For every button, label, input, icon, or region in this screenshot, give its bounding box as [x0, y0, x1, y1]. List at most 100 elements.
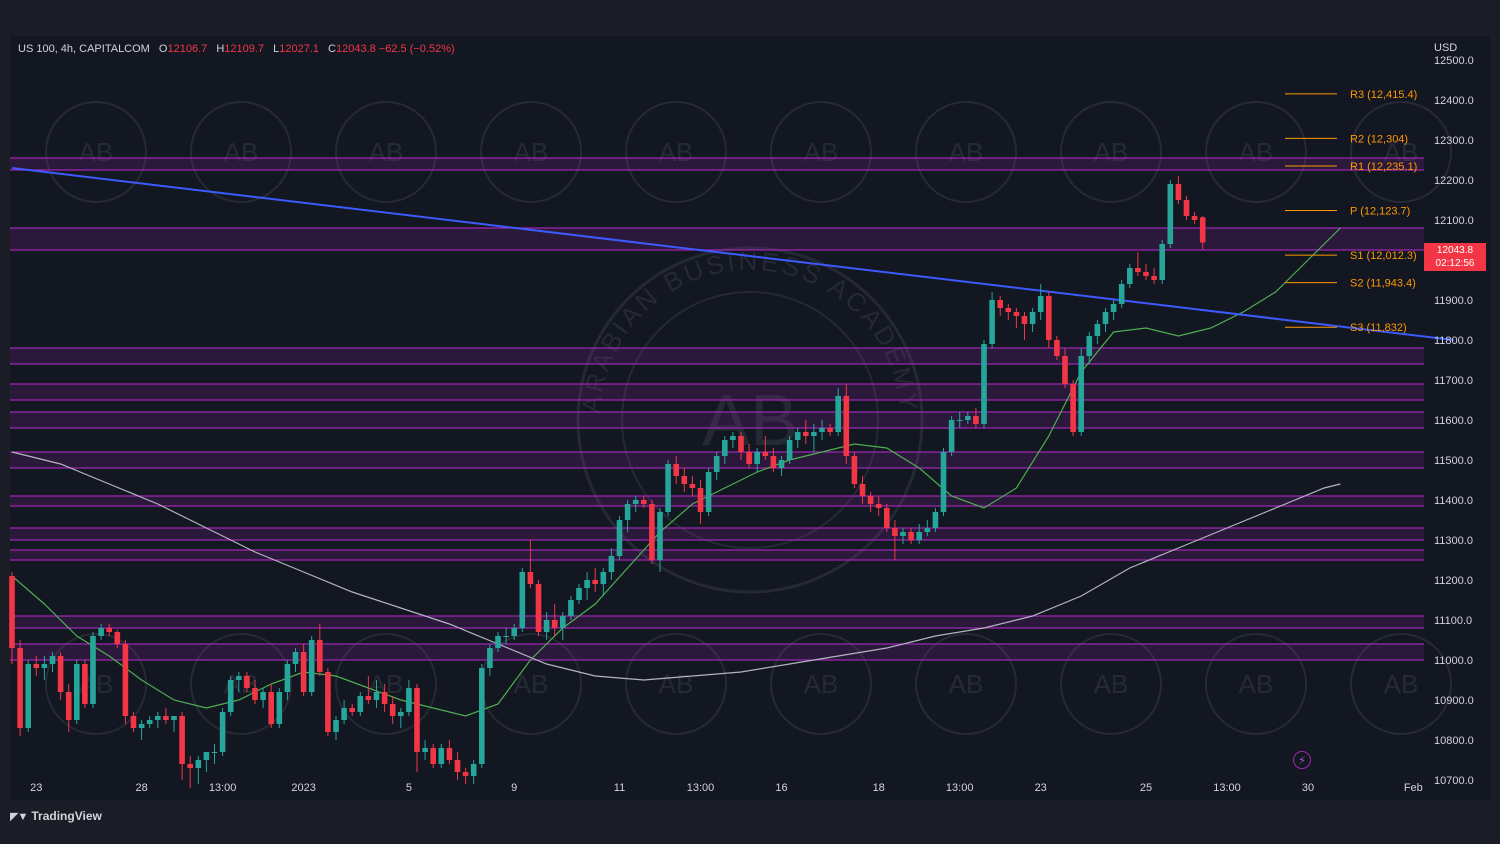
moving-average-slow[interactable] — [11, 451, 1341, 681]
candle[interactable] — [17, 648, 23, 728]
candle[interactable] — [1175, 184, 1182, 200]
candle[interactable] — [851, 456, 858, 484]
candle[interactable] — [584, 580, 590, 588]
candle[interactable] — [122, 644, 129, 716]
candle[interactable] — [495, 636, 501, 648]
candle[interactable] — [90, 636, 96, 704]
candle[interactable] — [1062, 356, 1068, 384]
candle[interactable] — [155, 716, 161, 720]
candle[interactable] — [997, 300, 1003, 308]
candle[interactable] — [284, 664, 291, 692]
candle[interactable] — [430, 748, 436, 764]
candle[interactable] — [697, 488, 704, 512]
candle[interactable] — [49, 656, 56, 664]
lightning-icon[interactable]: ⚡ — [1293, 751, 1311, 769]
candle[interactable] — [114, 632, 121, 644]
sr-zone[interactable] — [10, 496, 1424, 506]
candle[interactable] — [244, 676, 250, 688]
candle[interactable] — [1143, 272, 1149, 276]
candle[interactable] — [624, 504, 631, 520]
trendline[interactable] — [11, 167, 1454, 341]
candle[interactable] — [163, 716, 169, 720]
candle[interactable] — [778, 460, 785, 468]
candle[interactable] — [754, 452, 760, 464]
candle[interactable] — [317, 640, 323, 672]
candle[interactable] — [33, 664, 40, 668]
candle[interactable] — [713, 456, 720, 472]
candle[interactable] — [1102, 312, 1109, 324]
sr-zone[interactable] — [10, 228, 1424, 250]
candle[interactable] — [454, 760, 461, 772]
candle[interactable] — [276, 692, 283, 724]
candle[interactable] — [1054, 340, 1060, 356]
candle[interactable] — [1110, 304, 1117, 312]
candle[interactable] — [730, 436, 736, 440]
sr-zone[interactable] — [10, 412, 1424, 428]
candle[interactable] — [446, 748, 453, 760]
candle[interactable] — [746, 452, 752, 464]
candle[interactable] — [1167, 184, 1174, 244]
candle[interactable] — [543, 620, 550, 632]
candle[interactable] — [1135, 268, 1141, 272]
candle[interactable] — [989, 300, 995, 344]
candle[interactable] — [1118, 284, 1125, 304]
candle[interactable] — [171, 716, 177, 720]
candle[interactable] — [462, 772, 469, 776]
candle[interactable] — [106, 628, 112, 632]
sr-zone[interactable] — [10, 384, 1424, 400]
candle[interactable] — [770, 456, 777, 468]
candle[interactable] — [511, 628, 517, 636]
candle[interactable] — [65, 692, 72, 720]
candle[interactable] — [932, 512, 939, 528]
candle[interactable] — [470, 764, 477, 776]
candle[interactable] — [1078, 356, 1084, 432]
candle[interactable] — [300, 652, 307, 692]
candle[interactable] — [406, 688, 412, 712]
candle[interactable] — [203, 752, 210, 760]
candle[interactable] — [973, 416, 979, 424]
candle[interactable] — [357, 696, 364, 712]
candle[interactable] — [398, 712, 404, 716]
candle[interactable] — [211, 752, 218, 753]
candle[interactable] — [649, 504, 655, 560]
candle[interactable] — [1191, 216, 1198, 220]
candle[interactable] — [908, 532, 914, 540]
candle[interactable] — [438, 748, 445, 764]
candle[interactable] — [1021, 316, 1028, 324]
candle[interactable] — [187, 764, 193, 768]
candle[interactable] — [527, 572, 534, 584]
candle[interactable] — [705, 472, 712, 512]
candle[interactable] — [924, 528, 931, 532]
candle[interactable] — [560, 616, 566, 628]
candle[interactable] — [308, 640, 315, 692]
candle[interactable] — [195, 760, 202, 768]
candle[interactable] — [948, 420, 955, 452]
sr-zone[interactable] — [10, 550, 1424, 560]
candle[interactable] — [916, 532, 922, 540]
candle[interactable] — [1159, 244, 1165, 280]
candle[interactable] — [138, 724, 145, 728]
candle[interactable] — [867, 496, 874, 504]
candle[interactable] — [875, 504, 882, 508]
candle[interactable] — [1046, 296, 1052, 340]
sr-zone[interactable] — [10, 616, 1424, 628]
candle[interactable] — [616, 520, 623, 556]
sr-zone[interactable] — [10, 158, 1424, 170]
candle[interactable] — [1005, 308, 1012, 312]
candle[interactable] — [333, 720, 339, 732]
candle[interactable] — [227, 680, 234, 712]
candle[interactable] — [794, 432, 801, 440]
candle[interactable] — [252, 688, 258, 700]
candle[interactable] — [819, 428, 825, 432]
candle[interactable] — [859, 484, 866, 496]
candle[interactable] — [268, 692, 274, 724]
candle[interactable] — [843, 396, 850, 456]
candle[interactable] — [665, 464, 671, 512]
candle[interactable] — [389, 704, 396, 716]
candle[interactable] — [535, 584, 542, 632]
sr-zone[interactable] — [10, 348, 1424, 364]
candle[interactable] — [1029, 312, 1036, 324]
candle[interactable] — [414, 688, 420, 752]
candle[interactable] — [25, 664, 31, 728]
candle[interactable] — [236, 676, 242, 680]
